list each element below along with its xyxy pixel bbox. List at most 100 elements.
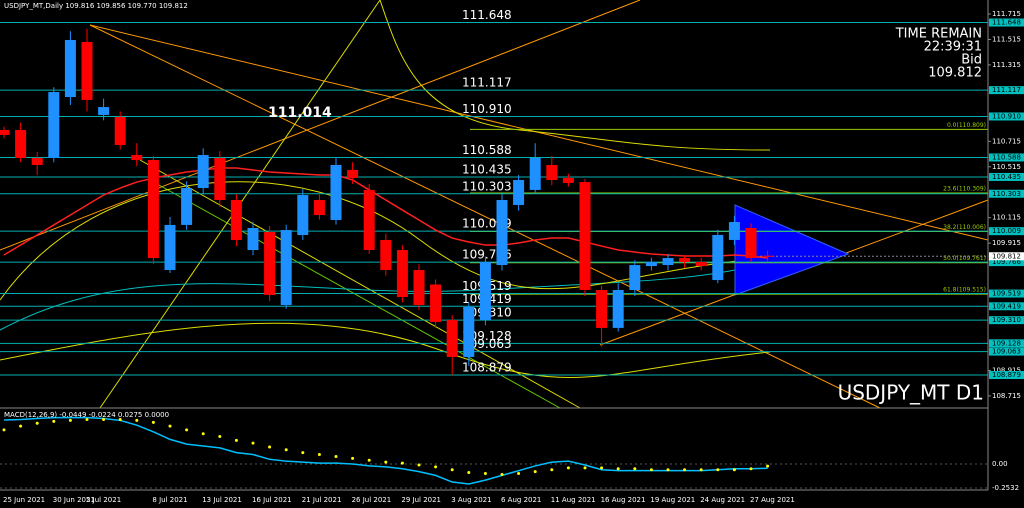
candle-body: [330, 164, 342, 220]
signal-dot: [2, 428, 6, 432]
signal-dot: [234, 438, 238, 442]
bid-value: 109.812: [928, 66, 982, 81]
signal-dot: [251, 441, 255, 445]
level-tag: [989, 227, 1024, 236]
level-tag-label: 110.009: [992, 227, 1021, 235]
y-tick-label: 111.715: [992, 10, 1021, 18]
x-tick-label: 30 Jun 2021: [53, 496, 95, 504]
candle-body: [645, 261, 657, 267]
candle-body: [31, 157, 43, 165]
candle-body: [396, 250, 408, 297]
y-tick-label: 108.915: [992, 366, 1021, 374]
chart-title: USDJPY_MT,Daily 109.816 109.856 109.770 …: [4, 2, 188, 10]
signal-dot: [351, 456, 355, 460]
y-tick-label: 110.515: [992, 163, 1021, 171]
level-tag: [989, 316, 1024, 325]
candle-body: [662, 258, 674, 266]
signal-dot: [185, 428, 189, 432]
candle-body: [513, 180, 525, 205]
triangle-pattern: [734, 204, 850, 296]
signal-dot: [268, 445, 272, 449]
candle-body: [612, 289, 624, 328]
x-tick-label: 16 Jul 2021: [252, 496, 292, 504]
candle-body: [363, 189, 375, 251]
signal-dot: [467, 471, 471, 475]
candle-body: [0, 129, 10, 135]
level-tag-label: 111.117: [992, 86, 1021, 94]
candle-body: [313, 199, 325, 216]
level-tag-label: 111.648: [992, 19, 1021, 27]
signal-dot: [151, 420, 155, 424]
x-tick-label: 26 Jul 2021: [352, 496, 392, 504]
candle-body: [114, 116, 126, 145]
candle-body: [596, 289, 608, 328]
time-remain: 22:39:31: [924, 40, 982, 55]
x-tick-label: 25 Jun 2021: [3, 496, 45, 504]
level-label: 109.063: [462, 337, 512, 351]
fib-label: 38.2(110.006): [943, 224, 986, 231]
fib-label: 23.6(110.309): [943, 185, 986, 192]
level-tag: [989, 153, 1024, 162]
candle-body: [629, 265, 641, 290]
signal-dot: [85, 417, 89, 421]
x-tick-label: 8 Jul 2021: [152, 496, 187, 504]
level-tag-label: 109.419: [992, 302, 1021, 310]
signal-dot: [35, 421, 39, 425]
band-line: [379, 0, 771, 151]
moving-average-line: [0, 261, 771, 331]
signal-dot: [301, 451, 305, 455]
signal-dot: [566, 466, 570, 470]
candle-body: [679, 258, 691, 262]
candle-body: [562, 177, 574, 183]
candle-body: [264, 231, 276, 295]
signal-dot: [517, 472, 521, 476]
signal-dot: [135, 418, 139, 422]
candle-body: [181, 188, 193, 225]
fib-label: 50.0(109.761): [943, 255, 986, 262]
candle-body: [579, 182, 591, 290]
signal-dot: [384, 460, 388, 464]
level-tag: [989, 189, 1024, 198]
trendline: [89, 24, 881, 409]
candle-body: [347, 169, 359, 178]
candle-body: [197, 155, 209, 189]
y-tick-label: 110.715: [992, 137, 1021, 145]
candle-body: [15, 129, 27, 158]
macd-label: MACD(12,26,9) -0.0449 -0.0224 0.0275 0.0…: [4, 411, 169, 419]
signal-dot: [600, 466, 604, 470]
trendline: [0, 0, 641, 251]
signal-dot: [616, 467, 620, 471]
x-tick-label: 27 Aug 2021: [750, 496, 795, 504]
signal-dot: [52, 419, 56, 423]
signal-dot: [19, 424, 23, 428]
fib-label: 0.0(110.809): [947, 122, 986, 129]
candle-body: [48, 92, 60, 158]
candle-body: [712, 234, 724, 281]
candle-body: [247, 227, 259, 251]
bid-tag-label: 109.812: [992, 252, 1021, 260]
signal-dot: [500, 472, 504, 476]
level-label: 110.435: [462, 162, 512, 176]
level-label: 111.117: [462, 76, 512, 90]
candle-body: [164, 224, 176, 271]
level-label: 109.128: [462, 329, 512, 343]
annotation: 111.014: [268, 105, 332, 121]
signal-dot: [434, 465, 438, 469]
signal-dot: [367, 458, 371, 462]
candle-body: [230, 199, 242, 240]
x-tick-label: 5 Jul 2021: [86, 496, 121, 504]
signal-dot: [766, 464, 770, 468]
level-tag-label: 110.435: [992, 173, 1021, 181]
symbol-label: USDJPY_MT D1: [838, 381, 984, 405]
macd-tick-label: -0.2532: [992, 484, 1019, 492]
x-tick-label: 24 Aug 2021: [700, 496, 745, 504]
signal-dot: [583, 466, 587, 470]
signal-dot: [284, 448, 288, 452]
signal-dot: [483, 472, 487, 476]
y-tick-label: 110.115: [992, 214, 1021, 222]
signal-dot: [450, 468, 454, 472]
y-tick-label: 109.915: [992, 239, 1021, 247]
level-tag-label: 109.519: [992, 290, 1021, 298]
level-tag: [989, 302, 1024, 311]
